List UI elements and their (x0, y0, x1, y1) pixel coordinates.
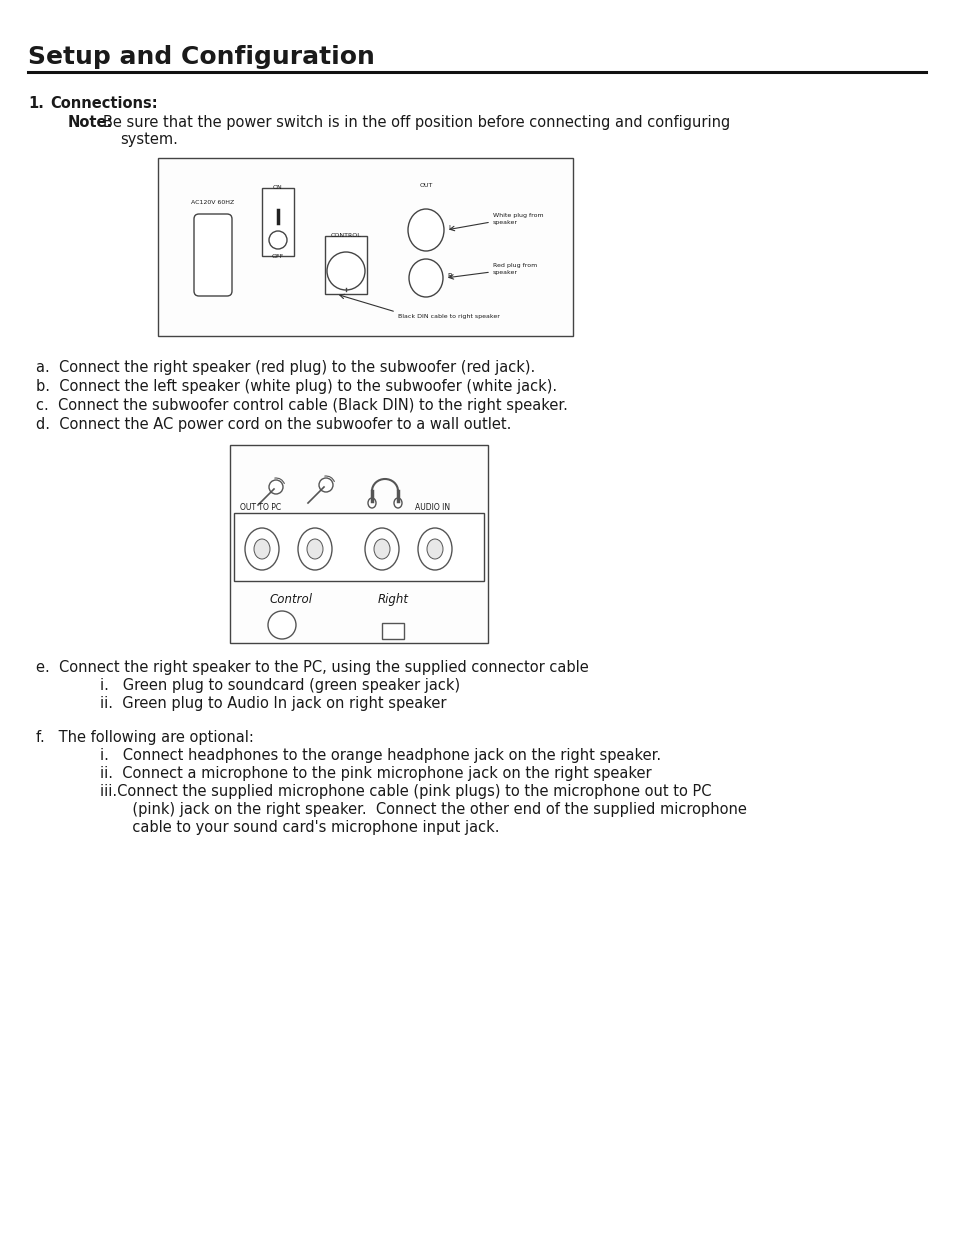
Ellipse shape (374, 538, 390, 559)
Text: a.  Connect the right speaker (red plug) to the subwoofer (red jack).: a. Connect the right speaker (red plug) … (36, 359, 535, 375)
Ellipse shape (297, 529, 332, 571)
Bar (262, 188, 294, 256)
Text: speaker: speaker (493, 220, 517, 225)
Ellipse shape (394, 498, 401, 508)
Text: L: L (448, 225, 452, 231)
FancyBboxPatch shape (193, 214, 232, 296)
Text: Setup and Configuration: Setup and Configuration (28, 44, 375, 69)
Text: b.  Connect the left speaker (white plug) to the subwoofer (white jack).: b. Connect the left speaker (white plug)… (36, 379, 557, 394)
Text: Note:: Note: (68, 115, 113, 130)
Text: (pink) jack on the right speaker.  Connect the other end of the supplied microph: (pink) jack on the right speaker. Connec… (100, 802, 746, 818)
Text: Right: Right (377, 593, 409, 606)
Text: Black DIN cable to right speaker: Black DIN cable to right speaker (397, 314, 499, 319)
Text: c.  Connect the subwoofer control cable (Black DIN) to the right speaker.: c. Connect the subwoofer control cable (… (36, 398, 567, 412)
Text: f.   The following are optional:: f. The following are optional: (36, 730, 253, 745)
Text: e.  Connect the right speaker to the PC, using the supplied connector cable: e. Connect the right speaker to the PC, … (36, 659, 588, 676)
Text: ON: ON (273, 185, 283, 190)
Text: Be sure that the power switch is in the off position before connecting and confi: Be sure that the power switch is in the … (103, 115, 729, 130)
Circle shape (268, 611, 295, 638)
Text: AC120V 60HZ: AC120V 60HZ (192, 200, 234, 205)
Text: 1.: 1. (28, 96, 44, 111)
Ellipse shape (409, 259, 442, 296)
Ellipse shape (368, 498, 375, 508)
Ellipse shape (253, 538, 270, 559)
Text: ii.  Green plug to Audio In jack on right speaker: ii. Green plug to Audio In jack on right… (100, 697, 446, 711)
Circle shape (327, 252, 365, 290)
Ellipse shape (427, 538, 442, 559)
Ellipse shape (245, 529, 278, 571)
Text: Connections:: Connections: (50, 96, 157, 111)
Text: d.  Connect the AC power cord on the subwoofer to a wall outlet.: d. Connect the AC power cord on the subw… (36, 417, 511, 432)
Bar (233, 513, 483, 580)
Circle shape (269, 480, 283, 494)
Text: system.: system. (120, 132, 177, 147)
Ellipse shape (365, 529, 398, 571)
Text: OFF: OFF (272, 254, 284, 259)
Text: Red plug from: Red plug from (493, 263, 537, 268)
Text: cable to your sound card's microphone input jack.: cable to your sound card's microphone in… (100, 820, 499, 835)
Text: i.   Green plug to soundcard (green speaker jack): i. Green plug to soundcard (green speake… (100, 678, 459, 693)
Text: OUT TO PC: OUT TO PC (240, 503, 281, 513)
Text: CONTROL: CONTROL (331, 233, 361, 238)
Text: i.   Connect headphones to the orange headphone jack on the right speaker.: i. Connect headphones to the orange head… (100, 748, 660, 763)
Bar (381, 622, 403, 638)
Text: R: R (447, 273, 452, 279)
Text: White plug from: White plug from (493, 212, 543, 219)
Bar (158, 158, 573, 336)
Text: speaker: speaker (493, 270, 517, 275)
Ellipse shape (307, 538, 323, 559)
Ellipse shape (408, 209, 443, 251)
Text: AUDIO IN: AUDIO IN (415, 503, 450, 513)
Bar (230, 445, 488, 643)
Text: ii.  Connect a microphone to the pink microphone jack on the right speaker: ii. Connect a microphone to the pink mic… (100, 766, 651, 781)
Bar (325, 236, 367, 294)
Circle shape (318, 478, 333, 492)
Text: OUT: OUT (419, 183, 433, 188)
Ellipse shape (417, 529, 452, 571)
Text: iii.Connect the supplied microphone cable (pink plugs) to the microphone out to : iii.Connect the supplied microphone cabl… (100, 784, 711, 799)
Circle shape (269, 231, 287, 249)
Text: Control: Control (270, 593, 313, 606)
